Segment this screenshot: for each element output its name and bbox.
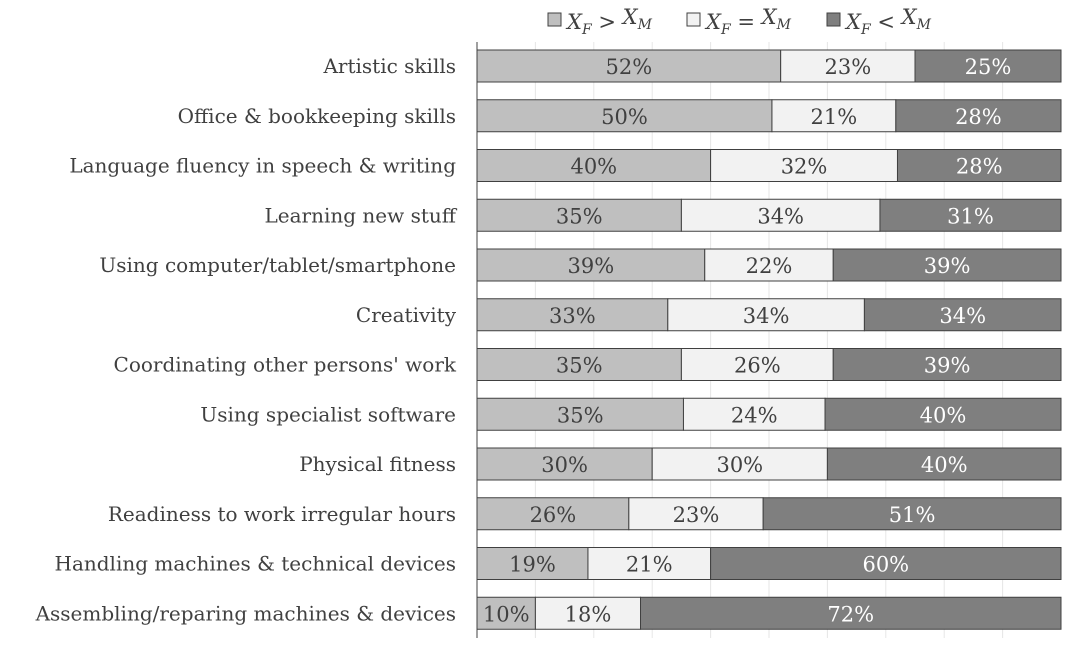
category-label: Office & bookkeeping skills [178, 104, 456, 128]
legend-label: XF = XM [704, 5, 792, 38]
bar-segment [762, 497, 1062, 531]
data-label: 22% [746, 254, 793, 278]
bar-segment [476, 497, 630, 531]
data-label: 26% [530, 503, 577, 527]
category-label: Readiness to work irregular hours [108, 502, 456, 526]
category-label: Artistic skills [322, 54, 456, 78]
bars: 52% 23% 25% 50% 21% 28% 40% 32% 28% 35% 34% 31% 39% 2… [476, 49, 1062, 630]
data-label: 19% [509, 553, 556, 577]
bar-segment [896, 149, 1062, 182]
data-label: 31% [947, 204, 994, 228]
bar-segment [680, 348, 834, 381]
bar-segment [780, 49, 916, 83]
bar-segment [710, 149, 898, 182]
legend-item: XF > XM [547, 5, 653, 38]
bar-segment [476, 397, 684, 431]
legend-label: XF > XM [565, 5, 653, 38]
bar-segment [895, 99, 1062, 133]
bar-segment [640, 596, 1062, 630]
bar-segment [863, 298, 1062, 332]
category-label: Language fluency in speech & writing [69, 154, 456, 178]
data-label: 50% [601, 105, 648, 129]
data-label: 51% [889, 503, 936, 527]
data-label: 60% [862, 553, 909, 577]
data-label: 10% [483, 602, 530, 626]
data-label: 25% [965, 55, 1012, 79]
data-label: 34% [939, 304, 986, 328]
bar-segment [824, 397, 1062, 431]
data-label: 72% [827, 602, 874, 626]
legend-item: XF = XM [686, 5, 792, 38]
data-label: 39% [568, 254, 615, 278]
data-label: 40% [920, 403, 967, 427]
category-label: Coordinating other persons' work [114, 353, 457, 377]
category-label: Creativity [356, 303, 457, 327]
data-label: 32% [781, 155, 828, 179]
bar-segment [826, 447, 1062, 481]
category-label: Handling machines & technical devices [55, 552, 457, 576]
category-label: Physical fitness [299, 452, 456, 476]
category-label: Learning new stuff [264, 203, 457, 227]
data-label: 30% [541, 453, 588, 477]
data-label: 34% [757, 204, 804, 228]
category-label: Assembling/reparing machines & devices [35, 601, 456, 625]
data-label: 34% [743, 304, 790, 328]
legend: XF > XM XF = XM XF < XM [547, 5, 932, 38]
bar-segment [587, 547, 712, 580]
bar-segment [682, 397, 826, 431]
data-label: 39% [924, 254, 971, 278]
category-labels: Artistic skills Office & bookkeeping skil… [35, 54, 458, 625]
data-label: 40% [570, 155, 617, 179]
data-label: 35% [556, 204, 603, 228]
data-label: 21% [811, 105, 858, 129]
bar-segment [534, 596, 642, 630]
data-label: 35% [557, 403, 604, 427]
data-label: 30% [716, 453, 763, 477]
data-label: 28% [956, 155, 1003, 179]
bar-segment [476, 198, 682, 232]
bar-segment [832, 348, 1062, 381]
bar-segment [771, 99, 897, 133]
bar-segment [476, 596, 536, 630]
data-label: 21% [626, 553, 673, 577]
legend-swatch [826, 12, 841, 27]
bar-segment [832, 248, 1062, 282]
data-label: 26% [734, 354, 781, 378]
bar-segment [476, 447, 653, 481]
data-label: 23% [673, 503, 720, 527]
data-label: 28% [955, 105, 1002, 129]
bar-segment [476, 99, 773, 133]
legend-swatch [686, 12, 701, 27]
category-label: Using computer/tablet/smartphone [99, 253, 456, 277]
bar-segment [704, 248, 834, 282]
data-label: 39% [924, 354, 971, 378]
bar-segment [680, 198, 881, 232]
legend-swatch [547, 12, 562, 27]
legend-item: XF < XM [826, 5, 932, 38]
data-label: 24% [731, 403, 778, 427]
bar-segment [914, 49, 1062, 83]
category-label: Using specialist software [200, 402, 456, 426]
legend-label: XF < XM [844, 5, 932, 38]
bar-segment [667, 298, 865, 332]
bar-segment [476, 348, 682, 381]
data-label: 23% [824, 55, 871, 79]
gridlines [534, 42, 1004, 638]
data-label: 18% [565, 602, 612, 626]
bar-segment [879, 198, 1062, 232]
data-label: 52% [605, 55, 652, 79]
data-label: 33% [549, 304, 596, 328]
data-label: 35% [556, 354, 603, 378]
bar-segment [710, 547, 1062, 580]
data-label: 40% [921, 453, 968, 477]
bar-segment [628, 497, 764, 531]
